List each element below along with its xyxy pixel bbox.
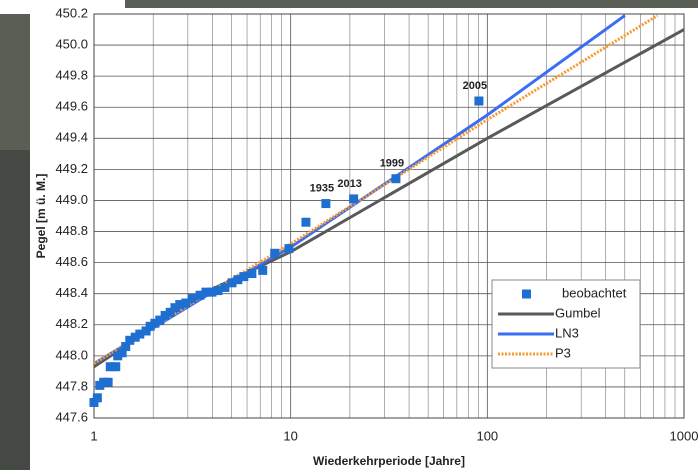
y-tick-label: 450.2 xyxy=(55,5,88,20)
x-tick-label: 100 xyxy=(476,428,498,443)
y-tick-label: 448.2 xyxy=(55,316,88,331)
y-tick-label: 449.6 xyxy=(55,99,88,114)
y-tick-label: 448.0 xyxy=(55,347,88,362)
point-label: 2005 xyxy=(463,80,487,92)
legend-swatch xyxy=(522,290,531,299)
chart: Pegel [m ü. M.] Wiederkehrperiode [Jahre… xyxy=(0,0,698,470)
data-point xyxy=(258,266,267,275)
point-label: 1999 xyxy=(380,158,404,170)
y-tick-label: 447.8 xyxy=(55,378,88,393)
data-point xyxy=(93,393,102,402)
y-axis-title: Pegel [m ü. M.] xyxy=(34,174,48,259)
point-label: 2013 xyxy=(337,178,361,190)
data-point xyxy=(321,199,330,208)
legend-label: LN3 xyxy=(555,325,579,340)
data-point xyxy=(301,218,310,227)
page: {"chart_data": {"type": "line", "xlabel"… xyxy=(0,0,698,470)
data-point xyxy=(474,97,483,106)
y-tick-label: 447.6 xyxy=(55,409,88,424)
data-point xyxy=(111,362,120,371)
data-point xyxy=(270,249,279,258)
y-tick-label: 448.4 xyxy=(55,285,88,300)
y-tick-label: 449.2 xyxy=(55,161,88,176)
y-tick-label: 448.8 xyxy=(55,223,88,238)
legend-label: beobachtet xyxy=(562,285,627,300)
x-tick-label: 1000 xyxy=(670,428,698,443)
data-point xyxy=(284,244,293,253)
data-point xyxy=(104,378,113,387)
point-label: 1935 xyxy=(310,182,334,194)
legend-label: P3 xyxy=(555,345,571,360)
data-point xyxy=(188,294,197,303)
y-tick-label: 449.4 xyxy=(55,130,88,145)
y-tick-label: 449.0 xyxy=(55,192,88,207)
data-point xyxy=(247,269,256,278)
data-point xyxy=(391,174,400,183)
legend-label: Gumbel xyxy=(555,305,601,320)
photo-edge xyxy=(0,150,30,470)
y-tick-label: 448.6 xyxy=(55,254,88,269)
x-axis-title: Wiederkehrperiode [Jahre] xyxy=(313,454,465,468)
x-tick-label: 1 xyxy=(90,428,97,443)
y-tick-label: 450.0 xyxy=(55,37,88,52)
y-tick-label: 449.8 xyxy=(55,68,88,83)
x-tick-label: 10 xyxy=(283,428,297,443)
data-point xyxy=(349,194,358,203)
data-point xyxy=(239,272,248,281)
